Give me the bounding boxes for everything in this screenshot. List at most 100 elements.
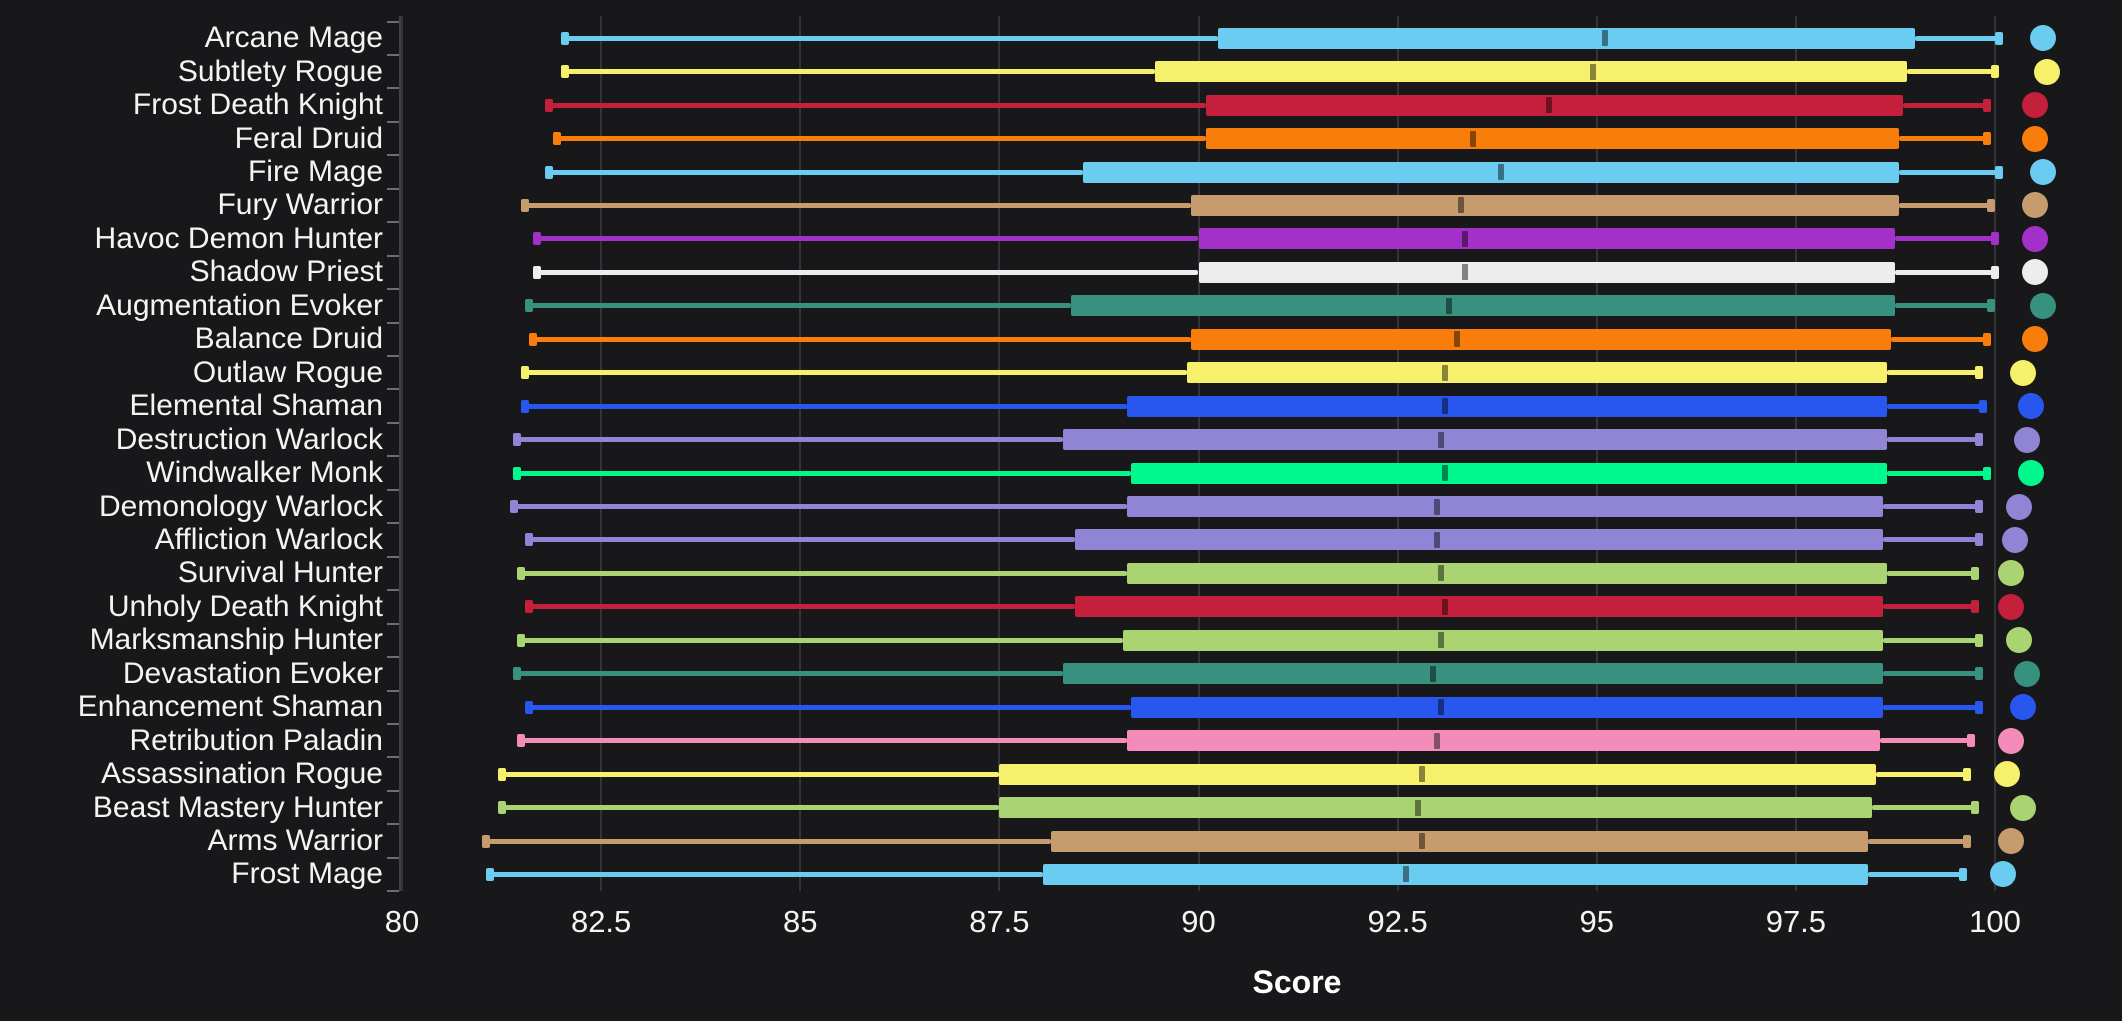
whisker-cap-high <box>1963 834 1972 848</box>
whisker-line-high <box>1883 704 1980 710</box>
whisker-cap-high <box>1971 600 1980 614</box>
max-point-dot <box>2005 627 2032 654</box>
category-label: Augmentation Evoker <box>96 288 383 322</box>
category-label: Arcane Mage <box>204 21 383 55</box>
category-label: Enhancement Shaman <box>77 690 383 724</box>
whisker-line-low <box>549 169 1083 175</box>
iqr-box <box>1186 362 1888 384</box>
whisker-line-low <box>521 570 1127 576</box>
median-line <box>1601 30 1608 47</box>
iqr-box <box>1218 27 1916 49</box>
whisker-line-low <box>517 470 1131 476</box>
max-point-dot <box>2021 259 2048 286</box>
whisker-line-high <box>1887 403 1984 409</box>
whisker-cap-high <box>1991 265 1999 279</box>
median-line <box>1498 164 1505 181</box>
gridline <box>401 16 403 891</box>
whisker-cap-low <box>545 165 554 179</box>
whisker-cap-low <box>513 667 522 681</box>
gridline <box>1794 16 1797 891</box>
max-point-dot <box>2001 526 2028 553</box>
y-axis-tick <box>387 689 399 692</box>
median-line <box>1434 531 1441 548</box>
iqr-box <box>1126 496 1884 518</box>
whisker-cap-low <box>497 767 506 781</box>
max-point-dot <box>2021 92 2048 119</box>
y-axis-tick <box>387 555 399 558</box>
iqr-box <box>1063 429 1888 451</box>
max-point-dot <box>2013 426 2040 453</box>
whisker-cap-low <box>533 265 542 279</box>
max-point-dot <box>1989 861 2016 888</box>
whisker-line-low <box>517 437 1064 443</box>
max-point-dot <box>2033 58 2060 85</box>
whisker-cap-high <box>1963 767 1972 781</box>
max-point-dot <box>2009 694 2036 721</box>
y-axis-tick <box>387 656 399 659</box>
gridline <box>1197 16 1200 891</box>
whisker-cap-high <box>1987 198 1996 212</box>
median-line <box>1442 598 1449 615</box>
whisker-cap-high <box>1994 165 2003 179</box>
whisker-line-low <box>525 403 1127 409</box>
whisker-line-high <box>1883 671 1980 677</box>
category-label: Outlaw Rogue <box>192 355 383 389</box>
whisker-line-high <box>1883 537 1980 543</box>
median-line <box>1438 431 1445 448</box>
median-line <box>1438 632 1445 649</box>
whisker-cap-low <box>561 65 570 79</box>
median-line <box>1446 297 1453 314</box>
whisker-line-low <box>513 504 1127 510</box>
whisker-cap-high <box>1975 667 1984 681</box>
whisker-cap-low <box>517 633 526 647</box>
whisker-cap-high <box>1975 633 1984 647</box>
iqr-box <box>1071 295 1896 317</box>
whisker-cap-low <box>553 132 562 146</box>
y-axis-tick <box>387 722 399 725</box>
iqr-box <box>1126 562 1888 584</box>
y-axis-tick <box>387 622 399 625</box>
category-label: Arms Warrior <box>207 824 383 858</box>
whisker-cap-low <box>521 399 530 413</box>
median-line <box>1430 665 1437 682</box>
x-axis-title: Score <box>1252 964 1342 1000</box>
whisker-cap-high <box>1975 700 1984 714</box>
iqr-box <box>1083 161 1900 183</box>
whisker-line-low <box>485 838 1052 844</box>
whisker-line-low <box>529 537 1076 543</box>
y-axis-tick <box>387 756 399 759</box>
whisker-cap-high <box>1983 466 1992 480</box>
median-line <box>1418 766 1425 783</box>
whisker-line-high <box>1883 604 1976 610</box>
category-label: Unholy Death Knight <box>107 589 383 623</box>
y-axis-tick <box>387 154 399 157</box>
whisker-cap-high <box>1967 734 1976 748</box>
whisker-line-low <box>549 102 1207 108</box>
whisker-line-high <box>1903 102 1988 108</box>
whisker-line-high <box>1899 169 1999 175</box>
max-point-dot <box>1997 593 2024 620</box>
median-line <box>1470 130 1477 147</box>
median-line <box>1462 230 1469 247</box>
category-label: Marksmanship Hunter <box>89 623 383 657</box>
whisker-line-low <box>565 69 1155 75</box>
whisker-line-high <box>1883 637 1980 643</box>
iqr-box <box>1190 328 1892 350</box>
y-axis-tick <box>387 589 399 592</box>
median-line <box>1434 732 1441 749</box>
iqr-box <box>1154 61 1908 83</box>
whisker-cap-high <box>1971 566 1980 580</box>
whisker-line-low <box>525 202 1191 208</box>
category-label: Devastation Evoker <box>122 656 383 690</box>
whisker-line-low <box>529 704 1131 710</box>
whisker-cap-low <box>481 834 490 848</box>
iqr-box <box>1075 596 1884 618</box>
whisker-cap-high <box>1983 98 1992 112</box>
y-axis-tick <box>387 488 399 491</box>
max-point-dot <box>2017 393 2044 420</box>
median-line <box>1402 866 1409 883</box>
median-line <box>1414 799 1421 816</box>
whisker-cap-low <box>525 700 534 714</box>
max-point-dot <box>2029 159 2056 186</box>
whisker-line-low <box>521 738 1127 744</box>
